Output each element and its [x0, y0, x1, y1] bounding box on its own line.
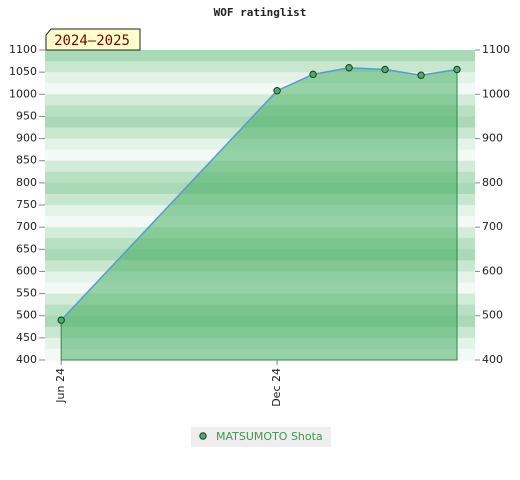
- y-tick-label: 1000: [9, 87, 37, 100]
- y2-tick-label: 400: [482, 353, 503, 366]
- y2-tick-label: 600: [482, 264, 503, 277]
- point: [309, 70, 317, 79]
- y-tick-label: 500: [16, 309, 37, 322]
- stripe: [45, 83, 475, 95]
- y2-tick-label: 1100: [482, 43, 510, 56]
- y-tick-label: 650: [16, 242, 37, 255]
- point: [381, 65, 389, 74]
- stripe: [45, 72, 475, 84]
- chart-title: WOF ratinglist: [214, 6, 307, 19]
- point: [273, 87, 281, 95]
- point: [345, 64, 353, 72]
- y-tick-label: 400: [16, 353, 37, 366]
- y2-tick-label: 800: [482, 176, 503, 189]
- y-tick-label: 800: [16, 176, 37, 189]
- y2-tick-label: 700: [482, 220, 503, 233]
- y-tick-label: 700: [16, 220, 37, 233]
- legend-box: [191, 427, 331, 447]
- point: [57, 316, 65, 324]
- point: [453, 65, 461, 74]
- y-tick-label: 900: [16, 132, 37, 145]
- y2-tick-label: 500: [482, 309, 503, 322]
- y-tick-label: 1050: [9, 65, 37, 78]
- legend-label: MATSUMOTO Shota: [216, 430, 323, 443]
- y-tick-label: 750: [16, 198, 37, 211]
- x-tick-label: Dec 24: [270, 368, 283, 407]
- stripe: [45, 61, 475, 73]
- x-tick-label: Jun 24: [54, 368, 67, 404]
- y-tick-label: 450: [16, 331, 37, 344]
- legend-marker: [199, 432, 207, 440]
- point: [417, 71, 425, 79]
- badge-label: 2024–2025: [54, 33, 130, 49]
- badge-box: [45, 28, 141, 51]
- y-tick-label: 550: [16, 287, 37, 300]
- stripe: [45, 50, 475, 62]
- y-tick-label: 1100: [9, 43, 37, 56]
- y-tick-label: 850: [16, 154, 37, 167]
- y2-tick-label: 900: [482, 132, 503, 145]
- y2-tick-label: 1000: [482, 87, 510, 100]
- y-tick-label: 600: [16, 264, 37, 277]
- stripe: [45, 94, 475, 106]
- y-tick-label: 950: [16, 109, 37, 122]
